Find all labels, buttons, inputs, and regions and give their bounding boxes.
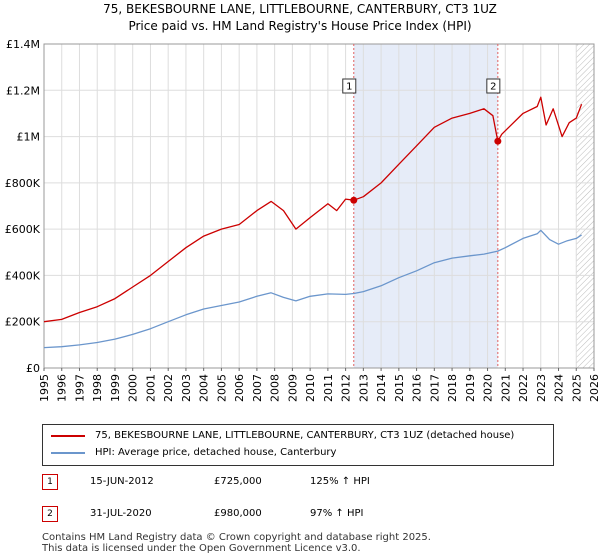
x-tick-label: 1998	[91, 374, 104, 402]
legend-item-hpi: HPI: Average price, detached house, Cant…	[51, 447, 336, 458]
sale-point	[350, 196, 358, 204]
sale-hpi-1: 125% ↑ HPI	[310, 476, 370, 487]
sale-date-1: 15-JUN-2012	[90, 476, 154, 487]
x-tick-label: 1999	[109, 374, 122, 402]
chart-title: 75, BEKESBOURNE LANE, LITTLEBOURNE, CANT…	[103, 2, 497, 16]
y-tick-label: £400K	[5, 269, 41, 282]
plot-frame	[43, 43, 595, 369]
sale-label-text: 2	[490, 82, 496, 93]
x-tick-label: 1997	[73, 374, 86, 402]
x-tick-label: 2018	[446, 374, 459, 402]
x-tick-label: 2013	[357, 374, 370, 402]
y-tick-label: £1M	[17, 131, 41, 144]
sale-price-1: £725,000	[214, 476, 262, 487]
x-tick-label: 2000	[127, 374, 140, 402]
y-tick-label: £200K	[5, 316, 41, 329]
x-tick-label: 2001	[144, 374, 157, 402]
x-tick-label: 2003	[180, 374, 193, 402]
y-tick-label: £0	[26, 362, 40, 375]
sale-point	[494, 137, 502, 145]
y-tick-label: £800K	[5, 177, 41, 190]
footer-licence: This data is licensed under the Open Gov…	[42, 543, 361, 554]
legend: 75, BEKESBOURNE LANE, LITTLEBOURNE, CANT…	[42, 424, 554, 466]
x-tick-label: 2008	[269, 374, 282, 402]
sale-row-1: 1 15-JUN-2012 £725,000 125% ↑ HPI	[42, 474, 562, 492]
x-tick-label: 2004	[198, 374, 211, 402]
sale-date-2: 31-JUL-2020	[90, 508, 152, 519]
x-tick-label: 2016	[411, 374, 424, 402]
legend-label-hpi: HPI: Average price, detached house, Cant…	[95, 447, 337, 458]
x-tick-label: 2006	[233, 374, 246, 402]
legend-swatch-hpi	[51, 451, 85, 454]
sale-price-2: £980,000	[214, 508, 262, 519]
sale-label-text: 1	[346, 82, 352, 93]
x-tick-label: 2017	[428, 374, 441, 402]
x-tick-label: 2014	[375, 374, 388, 402]
ownership-span	[353, 44, 498, 368]
y-tick-label: £1.4M	[6, 38, 40, 51]
sale-hpi-2: 97% ↑ HPI	[310, 508, 364, 519]
x-tick-label: 2002	[162, 374, 175, 402]
x-tick-label: 1995	[38, 374, 51, 402]
x-tick-label: 2005	[215, 374, 228, 402]
x-tick-label: 2024	[553, 374, 566, 402]
x-tick-label: 2012	[340, 374, 353, 402]
sale-label-box	[486, 78, 501, 94]
x-tick-label: 1996	[56, 374, 69, 402]
chart-subtitle: Price paid vs. HM Land Registry's House …	[128, 19, 472, 33]
y-tick-label: £1.2M	[6, 84, 40, 97]
x-tick-label: 2026	[588, 374, 600, 402]
footer-copyright: Contains HM Land Registry data © Crown c…	[42, 532, 431, 543]
x-tick-label: 2015	[393, 374, 406, 402]
x-tick-label: 2011	[322, 374, 335, 402]
x-tick-label: 2021	[499, 374, 512, 402]
forecast-hatch	[576, 44, 594, 368]
price-chart: £0 £200K £400K £600K £800K £1M £1.2M £1.4M 1995 1…	[5, 38, 600, 402]
x-tick-label: 2025	[570, 374, 583, 402]
x-tick-label: 2007	[251, 374, 264, 402]
x-tick-label: 2009	[286, 374, 299, 402]
y-tick-label: £600K	[5, 223, 41, 236]
series-line-property	[43, 96, 583, 323]
x-tick-label: 2020	[482, 374, 495, 402]
sale-badge-1: 1	[42, 474, 58, 490]
legend-label-property: 75, BEKESBOURNE LANE, LITTLEBOURNE, CANT…	[95, 430, 515, 441]
sale-label-box	[342, 78, 357, 94]
x-tick-label: 2010	[304, 374, 317, 402]
x-tick-label: 2019	[464, 374, 477, 402]
legend-item-property: 75, BEKESBOURNE LANE, LITTLEBOURNE, CANT…	[51, 430, 514, 441]
x-tick-label: 2022	[517, 374, 530, 402]
legend-swatch-property	[51, 434, 85, 437]
sale-badge-2: 2	[42, 506, 58, 522]
sale-row-2: 2 31-JUL-2020 £980,000 97% ↑ HPI	[42, 506, 562, 524]
x-tick-label: 2023	[535, 374, 548, 402]
series-line-hpi	[43, 229, 582, 349]
